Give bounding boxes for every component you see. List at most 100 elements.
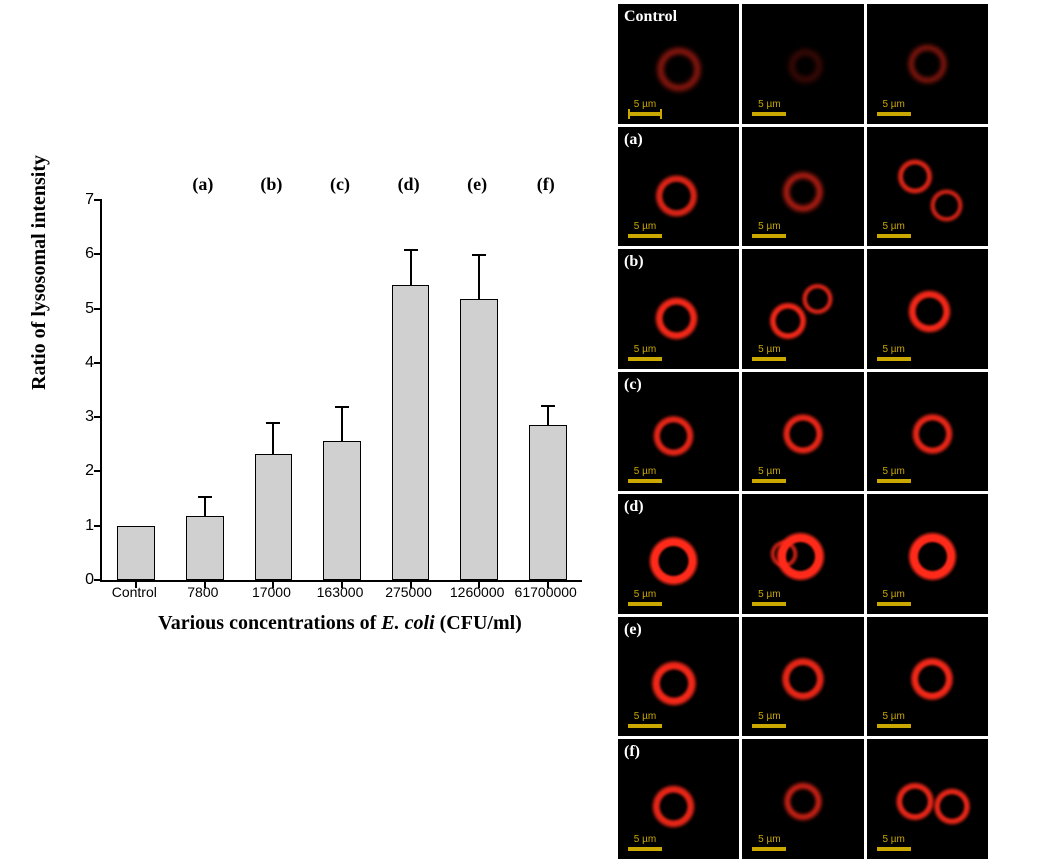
microscopy-cell: 5 µm [742,739,863,859]
fluorescent-ring [779,778,828,826]
figure-wrap: Ratio of lysosomal intensity 01234567 Va… [0,0,1058,863]
scale-text: 5 µm [877,99,911,110]
microscopy-cell: 5 µm [867,127,988,247]
scale-text: 5 µm [877,711,911,722]
scale-bar [877,357,911,361]
microscopy-row-label: Control [624,8,677,26]
y-tick [94,362,102,364]
microscopy-cell: Control 5 µm [618,4,739,124]
fluorescent-ring [778,409,829,459]
error-cap [198,496,212,498]
scale-text: 5 µm [628,344,662,355]
scale-bar [628,847,662,851]
bar [255,454,293,580]
scale-text: 5 µm [877,834,911,845]
scale-text: 5 µm [628,99,662,110]
xlabel-italic: E. coli [381,612,434,634]
y-tick [94,308,102,310]
column-letter: (f) [537,174,555,195]
bar [117,526,155,580]
plot-area: 01234567 [100,200,582,582]
y-tick [94,416,102,418]
microscopy-cell: 5 µm [867,4,988,124]
fluorescent-ring [651,42,707,97]
microscopy-cell: 5 µm [867,494,988,614]
column-letter: (d) [398,174,420,195]
fluorescent-ring [643,531,704,591]
scale-text: 5 µm [752,344,786,355]
fluorescent-ring [650,170,703,223]
scale-text: 5 µm [752,221,786,232]
y-tick-label: 6 [64,245,94,263]
microscopy-cell: (c)5 µm [618,372,739,492]
scale-text: 5 µm [877,589,911,600]
bar [186,516,224,580]
xlabel-prefix: Various concentrations of [158,612,381,634]
scale-bar [877,234,911,238]
column-letter: (b) [260,174,282,195]
fluorescent-ring [903,285,956,338]
scale-text: 5 µm [752,834,786,845]
x-axis-label: Various concentrations of E. coli (CFU/m… [100,612,580,635]
bar-chart: Ratio of lysosomal intensity 01234567 Va… [20,180,600,650]
error-bar [204,497,206,516]
microscopy-panel: Control 5 µm 5 µm 5 µm (a) 5 µm 5 µm 5 µm (b) 5 µ… [618,0,1058,867]
y-tick-label: 0 [64,571,94,589]
scale-text: 5 µm [628,466,662,477]
error-cap [266,422,280,424]
microscopy-cell: 5 µm [742,4,863,124]
microscopy-cell: (d) 5 µm [618,494,739,614]
fluorescent-ring [785,46,826,87]
x-tick-label: 275000 [385,584,432,600]
scale-text: 5 µm [628,589,662,600]
scale-bar [628,479,662,483]
bar [529,425,567,580]
microscopy-cell: 5 µm [867,249,988,369]
fluorescent-ring [907,409,958,459]
error-cap [472,254,486,256]
fluorescent-ring [650,292,703,345]
scale-text: 5 µm [628,711,662,722]
scale-bar [752,847,786,851]
y-tick-label: 3 [64,408,94,426]
microscopy-grid: Control 5 µm 5 µm 5 µm (a) 5 µm 5 µm 5 µm (b) 5 µ… [618,4,988,859]
fluorescent-ring [648,411,699,461]
fluorescent-ring [776,653,829,706]
y-tick [94,579,102,581]
scale-text: 5 µm [628,834,662,845]
y-tick-label: 4 [64,354,94,372]
microscopy-cell: 5 µm [867,739,988,859]
microscopy-row-label: (a) [624,131,643,149]
scale-bar [752,357,786,361]
error-bar [272,423,274,454]
fluorescent-ring [647,780,700,833]
x-tick-label: Control [112,584,157,600]
microscopy-row-label: (f) [624,743,640,761]
y-tick [94,470,102,472]
microscopy-row-label: (b) [624,253,644,271]
microscopy-cell: 5 µm [742,494,863,614]
microscopy-cell: 5 µm [867,617,988,737]
bar [323,441,361,581]
column-letter: (e) [467,174,487,195]
fluorescent-ring [903,40,952,88]
scale-bar [752,602,786,606]
error-bar [478,255,480,298]
microscopy-row-label: (d) [624,498,644,516]
x-tick-label: 7800 [187,584,218,600]
x-tick-label: 163000 [317,584,364,600]
scale-bar [628,724,662,728]
scale-text: 5 µm [752,466,786,477]
scale-bar [628,112,662,116]
scale-text: 5 µm [752,711,786,722]
scale-text: 5 µm [877,221,911,232]
scale-bar [877,724,911,728]
microscopy-cell: 5 µm [742,372,863,492]
microscopy-cell: 5 µm [742,617,863,737]
scale-bar [628,234,662,238]
x-tick-label: 1260000 [450,584,505,600]
y-tick [94,253,102,255]
scale-bar [628,357,662,361]
y-tick-label: 7 [64,191,94,209]
fluorescent-ring [778,167,829,217]
